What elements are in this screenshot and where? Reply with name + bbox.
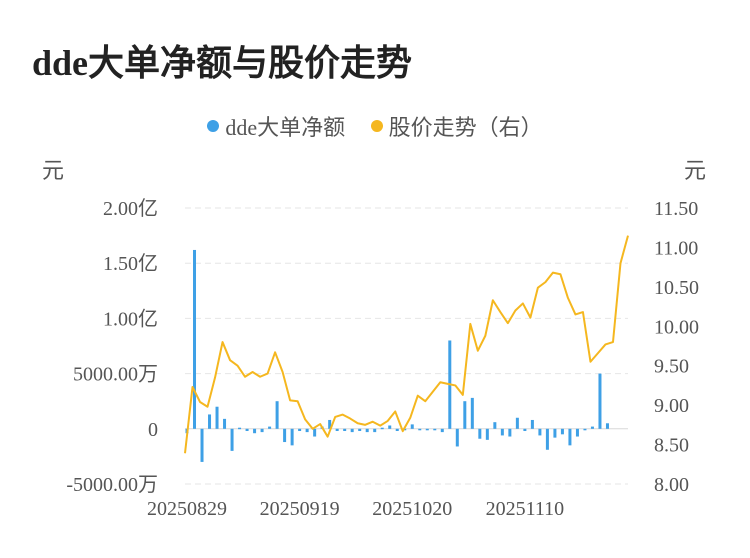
legend-dot-dde-icon (207, 120, 220, 132)
line-series (184, 235, 629, 454)
left-axis-unit: 元 (42, 158, 64, 183)
left-tick-label: 2.00亿 (103, 197, 158, 220)
bar (395, 428, 399, 432)
bar (478, 428, 482, 439)
bar (260, 428, 264, 433)
bar (305, 428, 309, 433)
bar (290, 428, 294, 446)
legend-label-dde: dde大单净额 (225, 115, 346, 140)
bar (508, 428, 512, 437)
bar (470, 397, 474, 429)
bar (575, 428, 579, 437)
bar (493, 422, 497, 429)
right-tick-label: 10.00 (654, 316, 699, 338)
x-axis-ticks: 20250829 20250919 20251020 20251110 (147, 498, 564, 520)
bar (568, 428, 572, 446)
left-axis-ticks: -5000.00万 0 5000.00万 1.00亿 1.50亿 2.00亿 (66, 197, 158, 496)
bar (523, 428, 527, 432)
right-axis-ticks: 8.00 8.50 9.00 9.50 10.00 10.50 11.00 11.50 (654, 198, 699, 496)
bar (328, 419, 332, 429)
bar (215, 406, 219, 429)
price-line (184, 235, 629, 454)
bar (425, 428, 429, 431)
bar (365, 428, 369, 433)
bar (380, 427, 384, 430)
bar (230, 428, 234, 451)
chart-title: dde大单净额与股价走势 (32, 43, 413, 83)
x-tick-label: 20251020 (372, 498, 452, 520)
right-axis-unit: 元 (684, 158, 706, 183)
right-tick-label: 8.50 (654, 435, 689, 457)
bar (373, 428, 377, 433)
bar (283, 428, 287, 443)
legend: dde大单净额 股价走势（右） (0, 110, 750, 142)
bar (463, 401, 467, 429)
left-tick-label: -5000.00万 (66, 474, 158, 496)
bar (298, 428, 302, 432)
legend-label-price: 股价走势（右） (388, 115, 543, 140)
left-tick-label: 5000.00万 (73, 364, 158, 386)
bar (193, 249, 197, 429)
x-tick-label: 20250919 (260, 498, 340, 520)
right-tick-label: 9.00 (654, 395, 689, 417)
bar (388, 425, 392, 429)
bar (598, 373, 602, 429)
legend-item-dde[interactable]: dde大单净额 (207, 110, 345, 142)
bar (418, 428, 422, 431)
bar (455, 428, 459, 447)
right-tick-label: 10.50 (654, 277, 699, 299)
left-tick-label: 1.50亿 (103, 252, 158, 275)
bar (268, 426, 272, 429)
bar (343, 428, 347, 432)
bar (605, 423, 609, 429)
right-tick-label: 11.00 (654, 237, 698, 259)
bar (208, 414, 212, 429)
grid-lines (185, 207, 628, 485)
bar (515, 417, 519, 429)
legend-item-price[interactable]: 股价走势（右） (370, 110, 543, 142)
bar (500, 428, 504, 436)
bar (545, 428, 549, 450)
bar (313, 428, 317, 437)
bar (583, 428, 587, 431)
bar (440, 428, 444, 433)
bar (485, 428, 489, 440)
bar (238, 427, 242, 430)
bar (530, 419, 534, 429)
bar (275, 401, 279, 429)
bar (223, 418, 227, 429)
right-tick-label: 11.50 (654, 198, 698, 220)
bar (253, 428, 257, 434)
bar (538, 428, 542, 436)
bar (590, 426, 594, 429)
left-tick-label: 0 (148, 419, 158, 441)
x-tick-label: 20250829 (147, 498, 227, 520)
bar (245, 428, 249, 432)
left-tick-label: 1.00亿 (103, 307, 158, 330)
bar (553, 428, 557, 438)
bar (358, 428, 362, 432)
bar (335, 428, 339, 432)
bar (350, 428, 354, 433)
legend-dot-price-icon (370, 120, 383, 132)
right-tick-label: 9.50 (654, 356, 689, 378)
bar (410, 424, 414, 429)
bar (560, 428, 564, 435)
right-tick-label: 8.00 (654, 474, 689, 496)
bar (433, 428, 437, 431)
bar (200, 428, 204, 462)
x-tick-label: 20251110 (486, 498, 565, 520)
